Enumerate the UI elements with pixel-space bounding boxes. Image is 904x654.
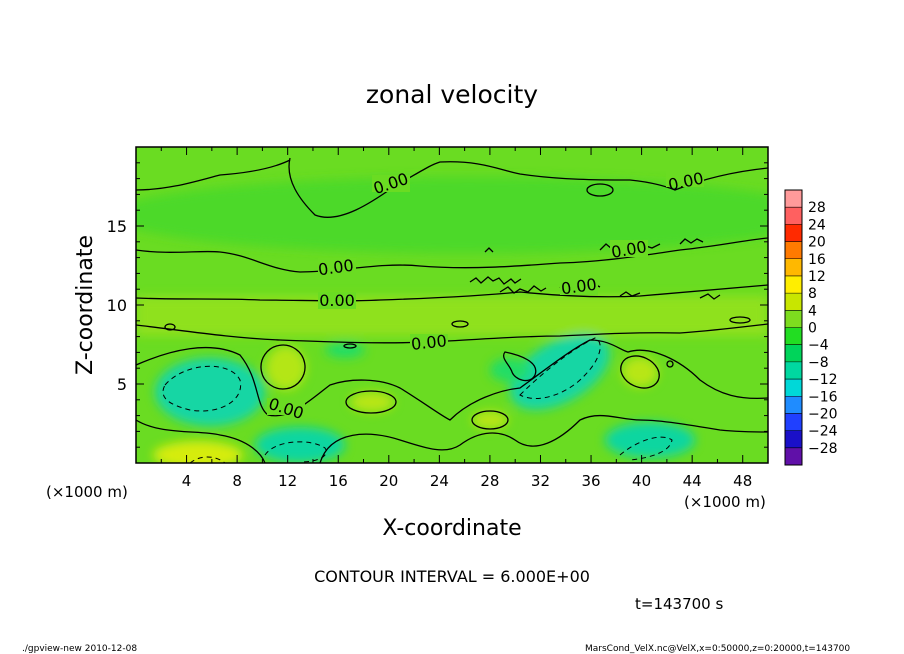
colorbar-label: 20: [808, 235, 826, 251]
colorbar-swatch: [785, 396, 802, 414]
colorbar-label: −4: [808, 338, 829, 354]
contour-interval-text: CONTOUR INTERVAL = 6.000E+00: [314, 567, 590, 586]
colorbar-swatch: [785, 447, 802, 466]
x-tick-label: 12: [278, 472, 297, 490]
contour-labels: 0.00 0.00 0.00 0.00 0.00 0.00 0.00 0.00: [266, 169, 705, 424]
colorbar-swatch: [785, 190, 802, 208]
x-tick-label: 36: [581, 472, 600, 490]
x-tick-label: 48: [733, 472, 752, 490]
x-tick-label: 16: [329, 472, 348, 490]
contour-label: 0.00: [317, 256, 355, 280]
contour-label: 0.00: [410, 331, 447, 354]
colorbar-label: 0: [808, 321, 817, 337]
colorbar-label: 28: [808, 200, 826, 216]
y-tick-label: 10: [107, 296, 127, 315]
colorbar-label: −8: [808, 355, 829, 371]
plot-area: 0.00 0.00 0.00 0.00 0.00 0.00 0.00 0.00: [136, 147, 768, 463]
colorbar-swatch: [785, 207, 802, 225]
time-label: t=143700 s: [635, 595, 723, 613]
x-tick-label: 4: [182, 472, 192, 490]
colorbar-label: −16: [808, 389, 838, 405]
contour-label: 0.00: [560, 275, 598, 299]
colorbar-swatch: [785, 361, 802, 380]
x-tick-label: 24: [430, 472, 449, 490]
colorbar-swatch: [785, 241, 802, 260]
colorbar-swatch: [785, 224, 802, 243]
colorbar-swatch: [785, 344, 802, 363]
contour-lines-negative: [162, 337, 673, 463]
colorbar-label: 8: [808, 286, 817, 302]
y-tick-label: 5: [117, 375, 127, 394]
x-tick-label: 28: [480, 472, 499, 490]
x-tick-label: 40: [632, 472, 651, 490]
colorbar-label: 4: [808, 303, 817, 319]
contour-label: 0.00: [319, 291, 355, 310]
colorbar-swatch: [785, 293, 802, 311]
y-axis-label: Z-coordinate: [73, 235, 98, 375]
x-unit-note-right: (×1000 m): [684, 493, 766, 511]
x-unit-note: (×1000 m): [46, 483, 128, 501]
y-tick-label: 15: [107, 217, 127, 236]
colorbar-label: −12: [808, 372, 838, 388]
colorbar-swatch: [785, 275, 802, 294]
x-tick-label: 44: [683, 472, 702, 490]
colorbar-swatch: [785, 310, 802, 328]
colorbar-label: 16: [808, 252, 826, 268]
colorbar-label: −20: [808, 406, 838, 422]
colorbar-label: −24: [808, 424, 838, 440]
x-tick-label: 32: [531, 472, 550, 490]
colorbar-label: 24: [808, 217, 826, 233]
footer-left: ./gpview-new 2010-12-08: [22, 644, 137, 654]
colorbar-swatch: [785, 327, 802, 346]
colorbar-label: 12: [808, 269, 826, 285]
colorbar-swatch: [785, 379, 802, 397]
x-axis-label: X-coordinate: [382, 516, 521, 541]
colorbar-swatch: [785, 413, 802, 432]
colorbar-swatch: [785, 430, 802, 449]
footer-right: MarsCond_VelX.nc@VelX,x=0:50000,z=0:2000…: [585, 644, 850, 654]
colorbar-swatch: [785, 258, 802, 277]
x-axis-ticks: 4 8 12 16 20 24 28 32 36 40 44 48: [160, 147, 752, 490]
x-tick-label: 20: [379, 472, 398, 490]
colorbar-label: −28: [808, 441, 838, 457]
chart-title: zonal velocity: [366, 80, 538, 109]
x-tick-label: 8: [232, 472, 242, 490]
y-axis-ticks: 5 10 15: [107, 162, 768, 448]
